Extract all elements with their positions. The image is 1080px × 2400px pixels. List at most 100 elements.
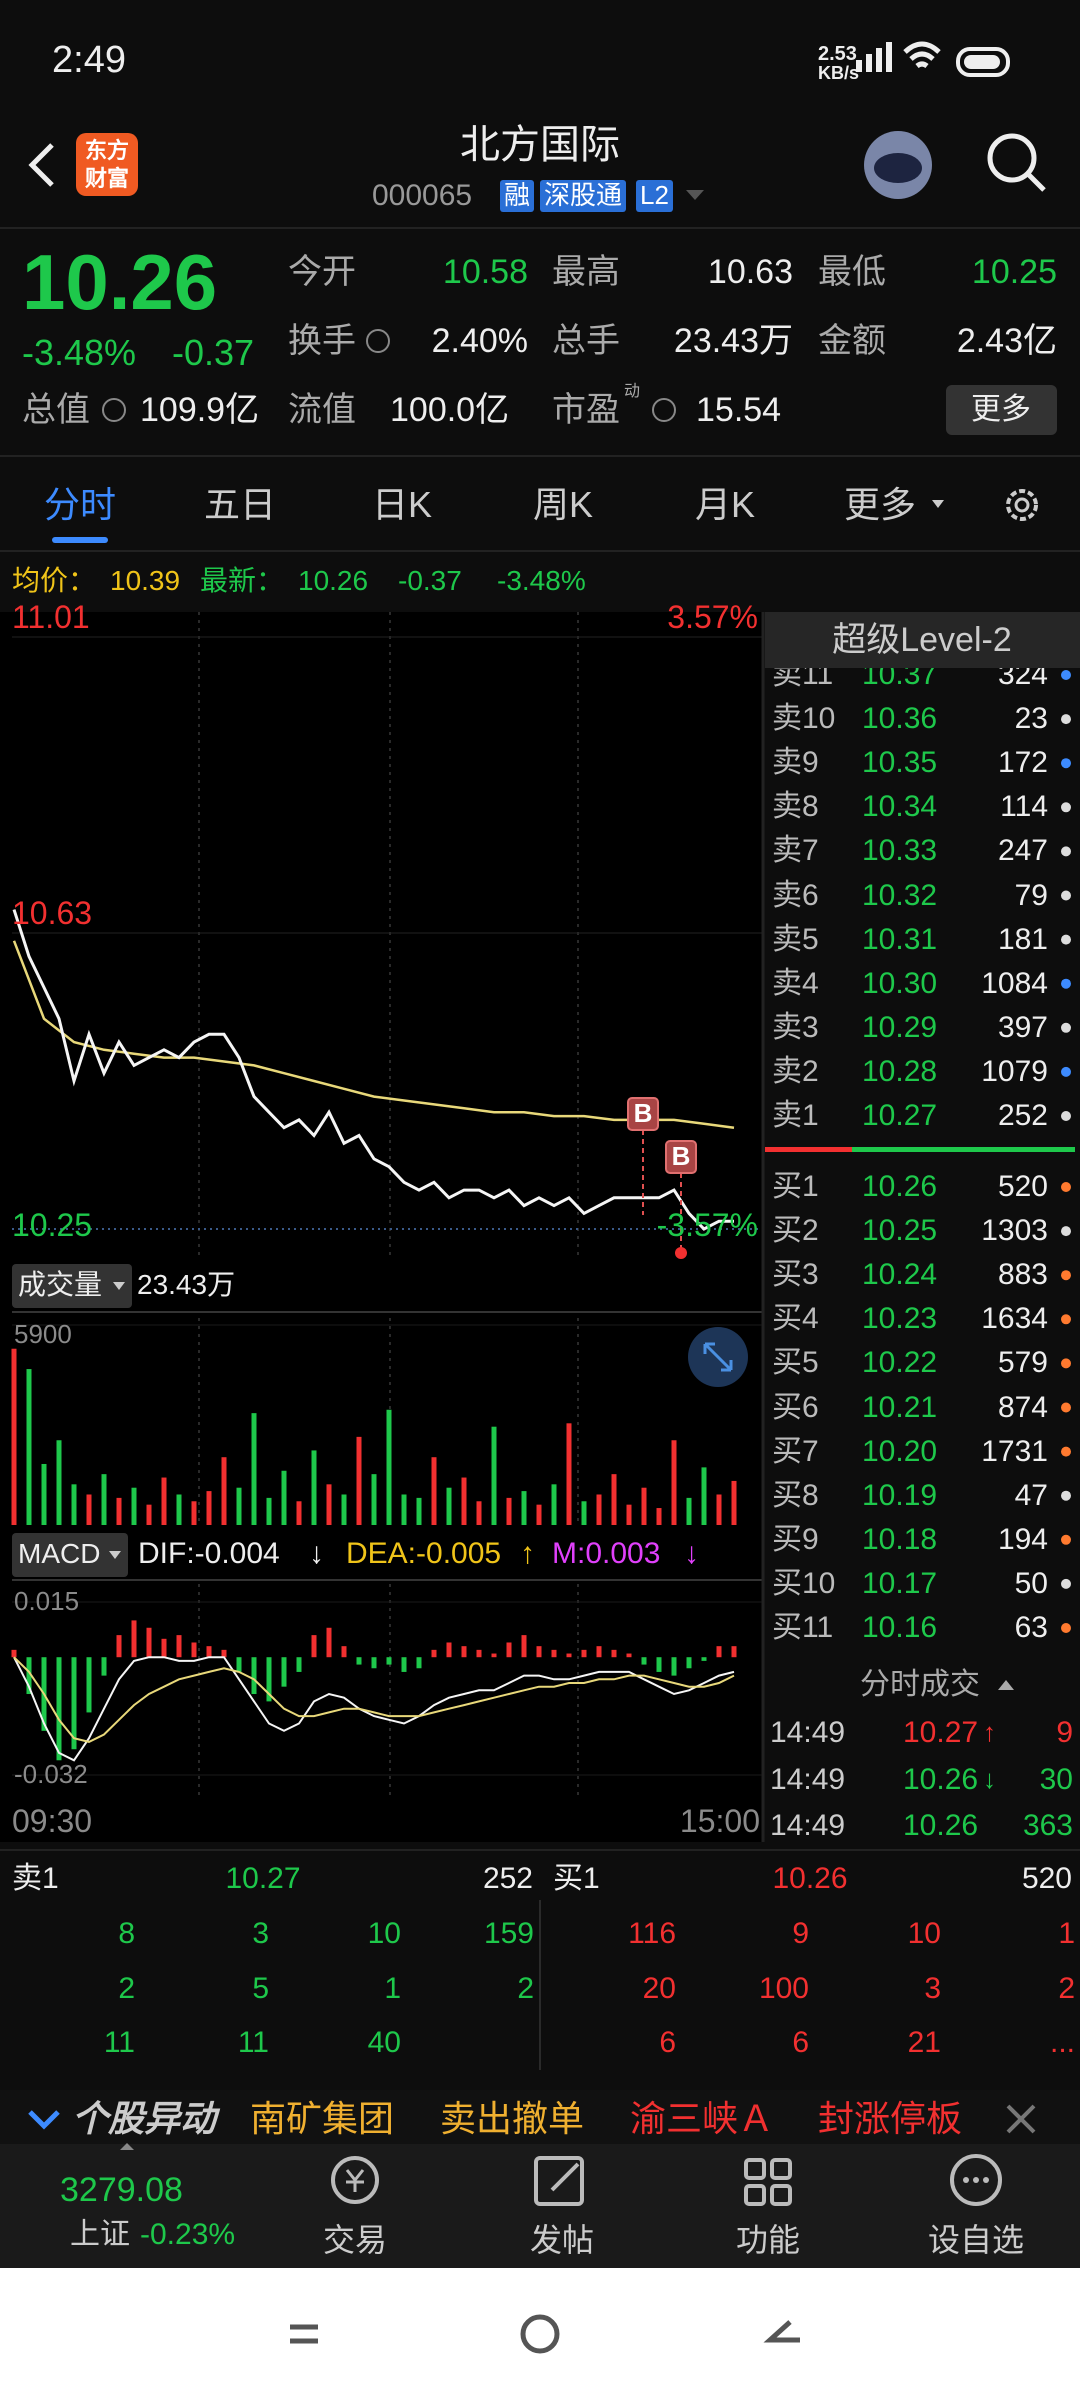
queue-order: 6 xyxy=(792,2026,809,2059)
queue-order: 10 xyxy=(907,1917,941,1950)
book-volume: 520 xyxy=(997,1170,1048,1203)
queue-order: 21 xyxy=(907,2026,941,2059)
book-price: 10.26 xyxy=(862,1170,938,1203)
back-button[interactable] xyxy=(763,2320,800,2343)
home-button[interactable] xyxy=(520,2314,560,2354)
back-icon[interactable] xyxy=(28,143,54,187)
stat-value: 15.54 xyxy=(696,390,782,429)
stat-value: 109.9亿 xyxy=(140,390,260,429)
queue-order: 3 xyxy=(924,1971,941,2005)
stat-label: 总手 xyxy=(552,321,620,360)
macd-bar xyxy=(281,1657,287,1687)
nav-item[interactable]: 发帖 xyxy=(529,2221,595,2258)
stat-value: 10.58 xyxy=(442,252,528,291)
volume-bar xyxy=(731,1480,737,1525)
volume-bar xyxy=(176,1494,182,1525)
volume-bar xyxy=(161,1477,167,1525)
badge: L2 xyxy=(636,180,673,212)
watchlist-icon[interactable] xyxy=(950,2154,1002,2206)
signal-icon xyxy=(856,42,892,72)
dropdown-arrow xyxy=(686,190,704,200)
book-dot xyxy=(1061,758,1071,769)
stat-label: 今开 xyxy=(288,252,356,291)
tab[interactable]: 月K xyxy=(694,484,756,526)
queue-order: 2 xyxy=(118,1971,135,2005)
settings-icon[interactable] xyxy=(1006,489,1038,521)
info-icon[interactable] xyxy=(102,398,126,422)
macd-selector[interactable] xyxy=(12,1533,128,1577)
tab[interactable]: 五日 xyxy=(203,484,277,526)
macd-dif: DIF:-0.004 xyxy=(138,1537,280,1570)
book-level: 卖11 xyxy=(772,658,834,691)
nav-item[interactable]: 功能 xyxy=(735,2221,801,2258)
y-tick-label: 5900 xyxy=(14,1319,72,1350)
trade-price: 10.26 xyxy=(903,1762,979,1796)
level2-title: 超级Level-2 xyxy=(832,620,1012,659)
y-tick-label: 10.25 xyxy=(12,1206,93,1243)
book-volume: 1079 xyxy=(981,1054,1048,1088)
search-icon[interactable] xyxy=(987,133,1037,183)
macd-bar xyxy=(671,1657,677,1676)
book-volume: 579 xyxy=(997,1346,1048,1380)
book-price: 10.30 xyxy=(862,966,938,1000)
ticker-item[interactable]: 卖出撤单 xyxy=(440,2098,585,2140)
price-line xyxy=(12,909,734,1231)
volume-bar xyxy=(626,1504,632,1525)
stat-label: 最高 xyxy=(552,252,620,291)
trade-icon[interactable] xyxy=(331,2156,379,2204)
stat-label: 金额 xyxy=(818,321,886,360)
more-button-label[interactable]: 更多 xyxy=(971,393,1031,426)
post-icon[interactable] xyxy=(534,2156,584,2206)
tab[interactable]: 分时 xyxy=(43,484,117,526)
volume-bar xyxy=(11,1348,17,1525)
macd-bar xyxy=(56,1657,62,1761)
ticker-close[interactable] xyxy=(1006,2104,1036,2134)
book-dot xyxy=(1061,978,1071,989)
change-percent: -3.48% xyxy=(22,332,137,374)
book-level: 卖4 xyxy=(772,966,819,1000)
volume-selector[interactable] xyxy=(12,1264,132,1308)
ticker-item[interactable]: 渝三峡Ａ xyxy=(630,2098,775,2140)
volume-total: 23.43万 xyxy=(137,1269,236,1301)
book-volume: 1634 xyxy=(981,1302,1048,1336)
volume-bar xyxy=(326,1484,332,1525)
tab[interactable]: 更多 xyxy=(843,484,917,526)
trade-price: 10.26 xyxy=(903,1809,979,1842)
queue-price: 10.26 xyxy=(772,1862,848,1895)
tab[interactable]: 日K xyxy=(371,484,433,526)
book-dot xyxy=(1061,1490,1071,1501)
ticker-item[interactable]: 南矿集团 xyxy=(250,2098,395,2140)
more-button[interactable] xyxy=(946,385,1057,435)
y-tick-label: 11.01 xyxy=(12,598,90,635)
collapse-arrow[interactable] xyxy=(998,1680,1014,1690)
book-level: 卖8 xyxy=(772,790,819,824)
battery-level xyxy=(964,55,1000,69)
book-dot xyxy=(1061,890,1071,901)
index-value[interactable]: 3279.08 xyxy=(60,2170,183,2209)
book-price: 10.25 xyxy=(862,1214,938,1248)
index-change: -0.23% xyxy=(140,2218,236,2251)
info-icon[interactable] xyxy=(366,329,390,353)
volume-bar xyxy=(311,1450,317,1525)
tab[interactable]: 周K xyxy=(532,484,594,526)
net-speed-unit: KB/s xyxy=(818,63,860,84)
book-volume: 883 xyxy=(997,1258,1048,1292)
ticker-item[interactable]: 封涨停板 xyxy=(818,2098,963,2140)
queue-order: 40 xyxy=(367,2026,401,2059)
nav-item[interactable]: 交易 xyxy=(322,2221,388,2258)
signal-box xyxy=(665,1140,697,1174)
nav-item[interactable]: 设自选 xyxy=(927,2221,1025,2258)
ticker-toggle[interactable] xyxy=(28,2110,60,2130)
queue-order: 10 xyxy=(367,1917,401,1950)
volume-bar xyxy=(386,1409,392,1525)
recents-button[interactable] xyxy=(290,2324,318,2344)
info-icon[interactable] xyxy=(652,398,676,422)
watchlist-icon-dots xyxy=(963,2177,989,2183)
book-dot xyxy=(1061,1226,1071,1237)
volume-bar xyxy=(521,1491,527,1525)
macd-bar xyxy=(431,1649,437,1658)
volume-bar xyxy=(641,1487,647,1525)
function-icon[interactable] xyxy=(744,2158,792,2206)
book-level: 买5 xyxy=(772,1346,819,1380)
trade-arrow: ↓ xyxy=(983,1763,996,1794)
